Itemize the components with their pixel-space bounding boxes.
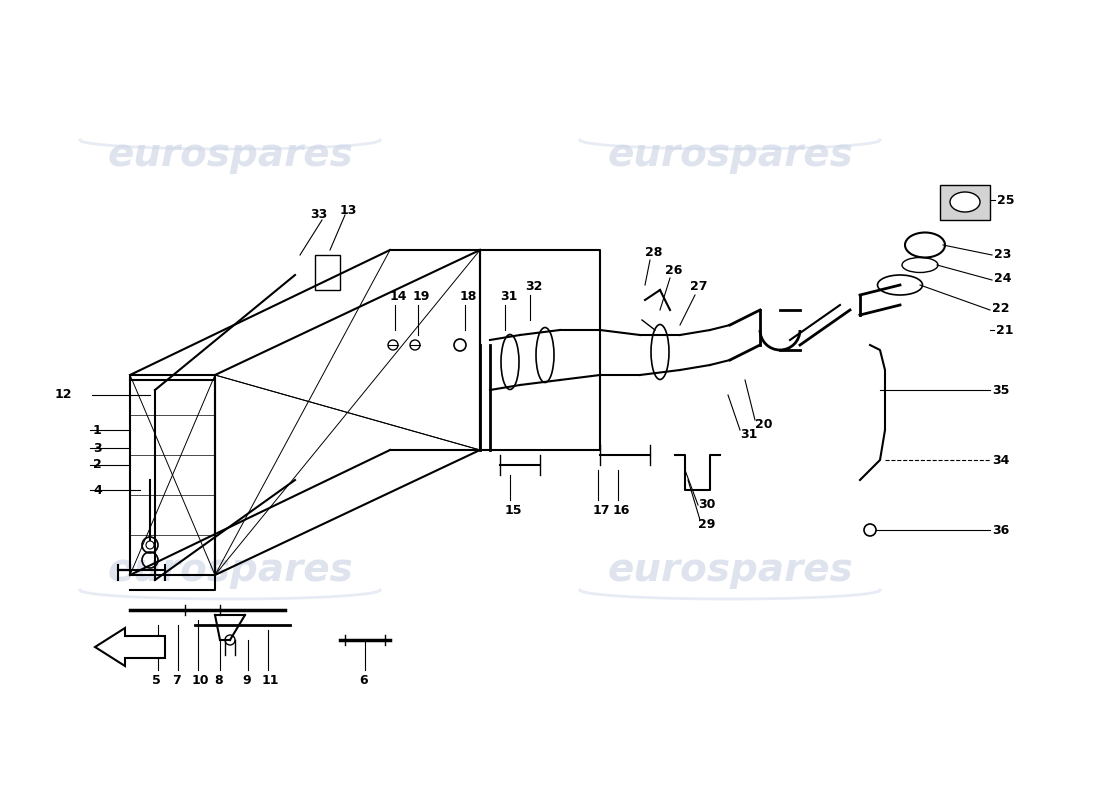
Text: 22: 22: [992, 302, 1010, 314]
Text: 35: 35: [992, 383, 1010, 397]
Polygon shape: [940, 185, 990, 220]
Text: eurospares: eurospares: [607, 136, 852, 174]
Text: 1: 1: [94, 423, 101, 437]
Text: 20: 20: [755, 418, 772, 431]
Text: 19: 19: [412, 290, 430, 303]
Text: 21: 21: [996, 323, 1013, 337]
Text: 30: 30: [698, 498, 715, 511]
Text: 33: 33: [310, 209, 328, 222]
Text: 9: 9: [242, 674, 251, 686]
Text: 29: 29: [698, 518, 715, 531]
Text: 5: 5: [152, 674, 161, 686]
Text: 6: 6: [359, 674, 367, 686]
Text: 7: 7: [172, 674, 180, 686]
Text: 32: 32: [525, 281, 542, 294]
Text: eurospares: eurospares: [607, 551, 852, 589]
Text: 17: 17: [593, 503, 611, 517]
Text: 27: 27: [690, 281, 707, 294]
Ellipse shape: [950, 192, 980, 212]
Text: 23: 23: [994, 249, 1011, 262]
Text: 10: 10: [192, 674, 209, 686]
Text: 31: 31: [500, 290, 517, 303]
Text: 34: 34: [992, 454, 1010, 466]
Bar: [315, 255, 340, 290]
Text: 12: 12: [55, 389, 73, 402]
Text: 13: 13: [340, 203, 358, 217]
Text: 28: 28: [645, 246, 662, 258]
Text: eurospares: eurospares: [107, 551, 353, 589]
Text: 2: 2: [94, 458, 101, 471]
Text: 4: 4: [94, 483, 101, 497]
Text: 31: 31: [740, 429, 758, 442]
Text: 25: 25: [997, 194, 1014, 206]
Text: 3: 3: [94, 442, 101, 454]
Text: 36: 36: [992, 523, 1010, 537]
Text: 11: 11: [262, 674, 279, 686]
Text: 8: 8: [214, 674, 222, 686]
Text: 15: 15: [505, 503, 522, 517]
Text: 14: 14: [390, 290, 407, 303]
Text: 18: 18: [460, 290, 477, 303]
FancyArrow shape: [95, 628, 165, 666]
Text: 26: 26: [666, 263, 682, 277]
Text: 24: 24: [994, 271, 1012, 285]
Text: eurospares: eurospares: [107, 136, 353, 174]
Text: 16: 16: [613, 503, 630, 517]
